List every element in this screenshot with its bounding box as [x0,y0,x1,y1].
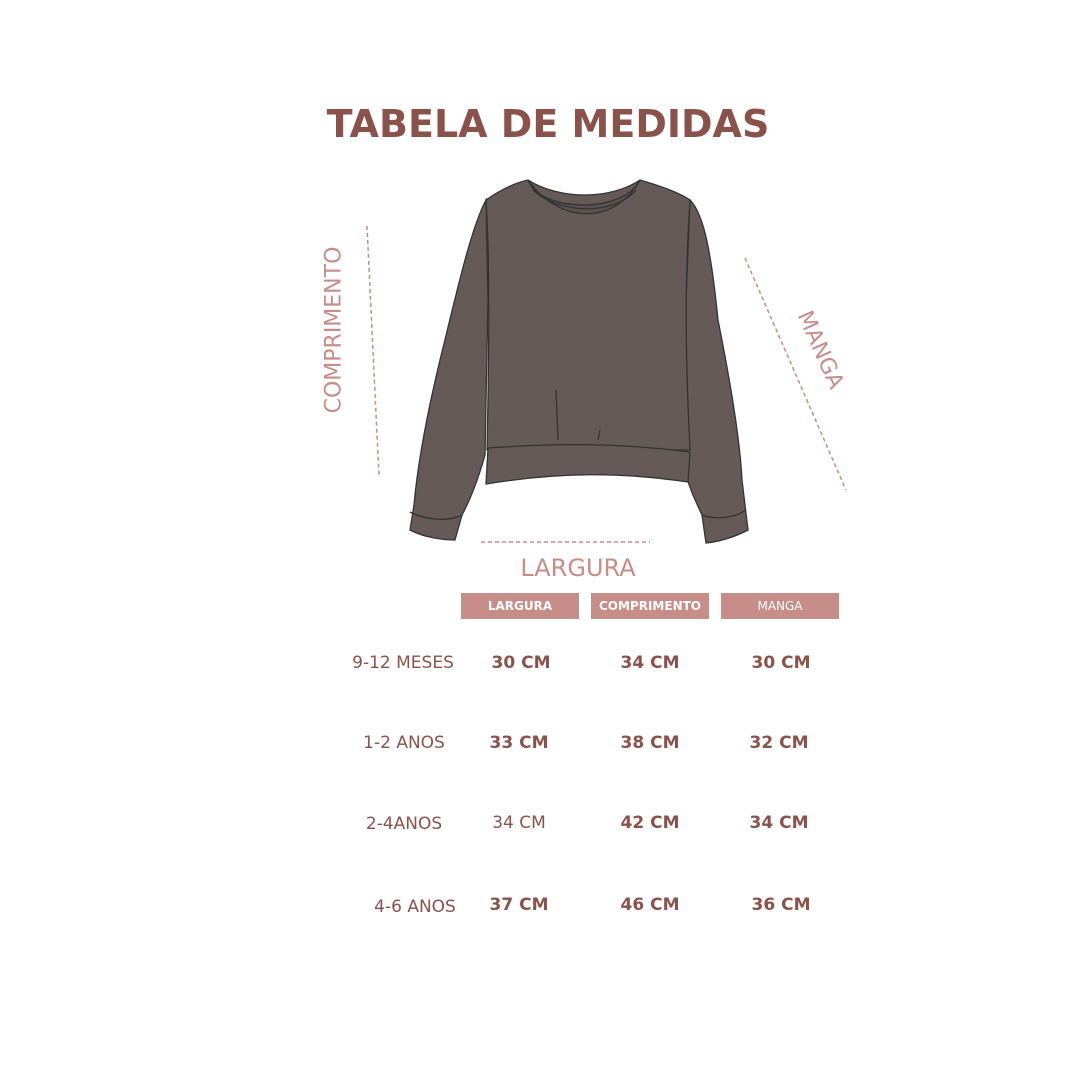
value-cell: 30 CM [491,653,551,673]
value-cell: 46 CM [620,895,680,915]
header-comprimento: COMPRIMENTO [591,593,709,619]
size-label: 2-4ANOS [365,814,443,834]
size-label: 1-2 ANOS [363,733,445,753]
width-label: LARGURA [520,554,636,582]
header-manga: MANGA [721,593,839,619]
value-cell: 37 CM [489,895,549,915]
value-cell: 36 CM [751,895,811,915]
value-cell: 42 CM [620,813,680,833]
length-label: COMPRIMENTO [321,246,347,414]
value-cell: 33 CM [489,733,549,753]
sweatshirt-icon [409,179,749,544]
sleeve-measure-line [744,257,847,491]
value-cell: 30 CM [751,653,811,673]
value-cell: 34 CM [492,813,546,833]
length-measure-line [366,225,380,477]
value-cell: 38 CM [620,733,680,753]
size-label: 9-12 MESES [352,653,454,673]
value-cell: 34 CM [749,813,809,833]
size-label: 4-6 ANOS [374,897,456,917]
header-largura: LARGURA [461,593,579,619]
value-cell: 32 CM [749,733,809,753]
page-title: TABELA DE MEDIDAS [326,102,770,146]
value-cell: 34 CM [620,653,680,673]
